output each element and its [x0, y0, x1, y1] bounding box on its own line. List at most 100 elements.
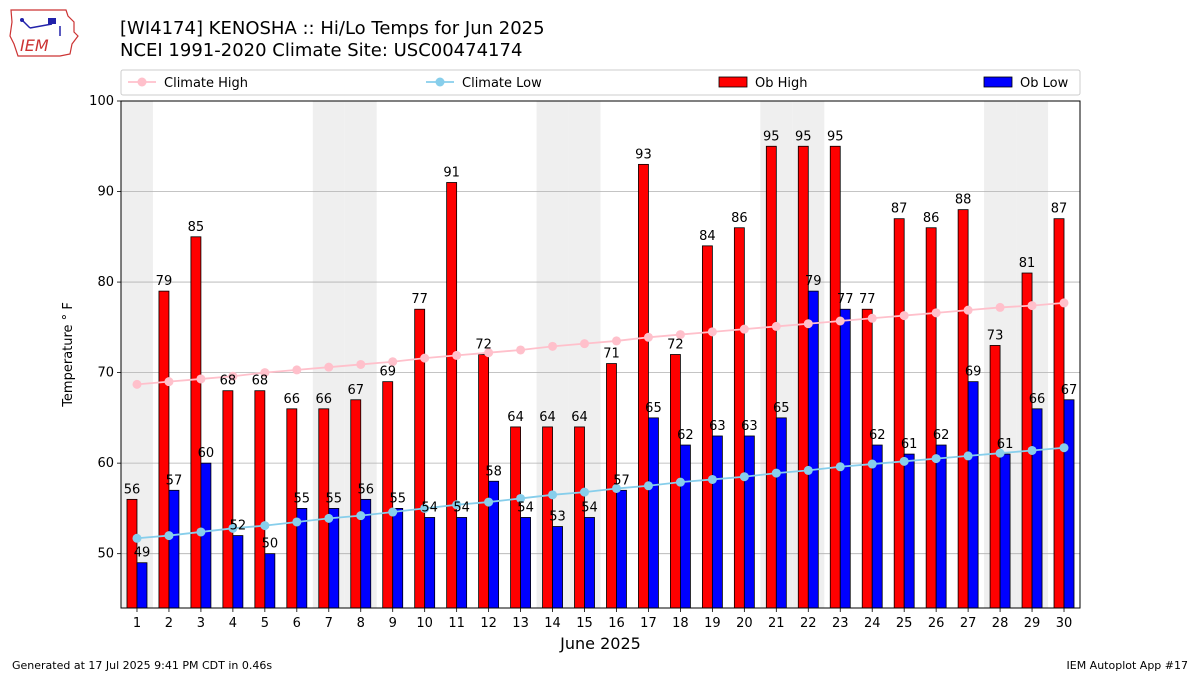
climate-high-point: [356, 359, 366, 369]
ob-high-label: 79: [156, 274, 173, 289]
ob-high-label: 87: [891, 202, 908, 217]
climate-low-point: [228, 523, 238, 533]
climate-low-line: [136, 446, 1065, 540]
ob-high-bar: [286, 408, 298, 609]
x-tick-label: 25: [896, 616, 913, 631]
y-tick-label: 70: [97, 366, 114, 381]
ob-high-label: 64: [507, 410, 524, 425]
climate-low-point: [420, 503, 430, 513]
x-tick-label: 19: [704, 616, 721, 631]
ob-high-bar: [158, 290, 170, 609]
x-tick-label: 21: [768, 616, 785, 631]
ob-low-label: 55: [389, 491, 406, 506]
climate-low-point: [675, 477, 685, 487]
x-axis-label: June 2025: [559, 634, 641, 653]
climate-high-point: [963, 305, 973, 315]
climate-low-point: [356, 511, 366, 521]
climate-low-point: [963, 451, 973, 461]
climate-low-point: [580, 487, 590, 497]
x-tick-label: 15: [576, 616, 593, 631]
ob-high-label: 95: [795, 129, 812, 144]
ob-low-bar: [903, 453, 915, 609]
ob-high-label: 91: [443, 165, 460, 180]
ob-high-bar: [318, 408, 330, 609]
climate-low-point: [803, 465, 813, 475]
climate-high-point: [803, 319, 813, 329]
climate-low-point: [484, 497, 494, 507]
y-tick-label: 60: [97, 456, 114, 471]
climate-low-point: [324, 513, 334, 523]
legend-label: Climate Low: [462, 76, 542, 91]
ob-low-bar: [168, 489, 180, 609]
ob-low-bar: [711, 435, 723, 609]
ob-high-bar: [510, 426, 521, 609]
climate-high-point: [228, 371, 238, 381]
ob-low-bar: [424, 517, 436, 609]
ob-high-bar: [861, 308, 873, 609]
ob-low-label: 77: [837, 292, 854, 307]
app-note: IEM Autoplot App #17: [1066, 659, 1189, 672]
x-tick-label: 26: [928, 616, 945, 631]
ob-low-label: 55: [294, 491, 311, 506]
ob-low-label: 61: [997, 437, 1014, 452]
x-tick-label: 6: [293, 616, 301, 631]
ob-high-label: 66: [284, 392, 301, 407]
legend-bar-swatch: [718, 76, 748, 88]
ob-low-bar: [1031, 408, 1043, 609]
ob-high-label: 86: [731, 211, 748, 226]
ob-low-bar: [967, 381, 979, 609]
ob-high-bar: [190, 236, 202, 609]
ob-low-bar: [871, 444, 883, 609]
x-tick-label: 1: [133, 616, 141, 631]
ob-low-label: 56: [357, 482, 374, 497]
legend-bar-swatch: [983, 76, 1013, 88]
y-tick-label: 50: [97, 547, 114, 562]
ob-high-bar: [829, 145, 841, 609]
title-line-2: NCEI 1991-2020 Climate Site: USC00474174: [120, 40, 523, 61]
x-tick-label: 8: [357, 616, 365, 631]
climate-low-point: [899, 456, 909, 466]
ob-low-label: 55: [326, 491, 343, 506]
ob-low-label: 58: [485, 464, 502, 479]
climate-low-point: [196, 527, 206, 537]
climate-high-point: [196, 374, 206, 384]
plot-frame: [120, 100, 1081, 609]
ob-low-label: 65: [645, 401, 662, 416]
chart-title: [WI4174] KENOSHA :: Hi/Lo Temps for Jun …: [120, 18, 545, 62]
climate-low-point: [611, 483, 621, 493]
x-tick-label: 13: [512, 616, 529, 631]
ob-low-label: 62: [869, 428, 886, 443]
ob-low-label: 65: [773, 401, 790, 416]
ob-low-label: 67: [1061, 383, 1078, 398]
ob-low-bar: [999, 453, 1011, 609]
x-tick-label: 4: [229, 616, 237, 631]
x-tick-label: 27: [960, 616, 977, 631]
ob-high-label: 67: [347, 383, 364, 398]
ob-low-bar: [456, 517, 468, 609]
ob-low-label: 53: [549, 510, 566, 525]
climate-high-point: [867, 313, 877, 323]
ob-low-label: 60: [198, 446, 215, 461]
ob-low-bar: [743, 435, 755, 609]
ob-low-label: 57: [166, 473, 183, 488]
ob-high-bar: [574, 426, 585, 609]
x-tick-label: 24: [864, 616, 881, 631]
ob-low-label: 54: [517, 500, 534, 515]
ob-high-label: 72: [475, 338, 492, 353]
legend-marker: [435, 77, 445, 87]
ob-high-label: 66: [316, 392, 333, 407]
ob-low-label: 54: [581, 500, 598, 515]
svg-text:IEM: IEM: [20, 36, 49, 55]
climate-low-point: [388, 507, 398, 517]
ob-low-bar: [328, 508, 340, 609]
x-tick-label: 28: [992, 616, 1009, 631]
climate-high-point: [995, 302, 1005, 312]
climate-high-point: [771, 321, 781, 331]
x-tick-label: 14: [544, 616, 561, 631]
ob-low-bar: [520, 517, 531, 609]
ob-high-label: 64: [539, 410, 556, 425]
x-tick-label: 20: [736, 616, 753, 631]
climate-high-point: [324, 362, 334, 372]
x-tick-label: 16: [608, 616, 625, 631]
